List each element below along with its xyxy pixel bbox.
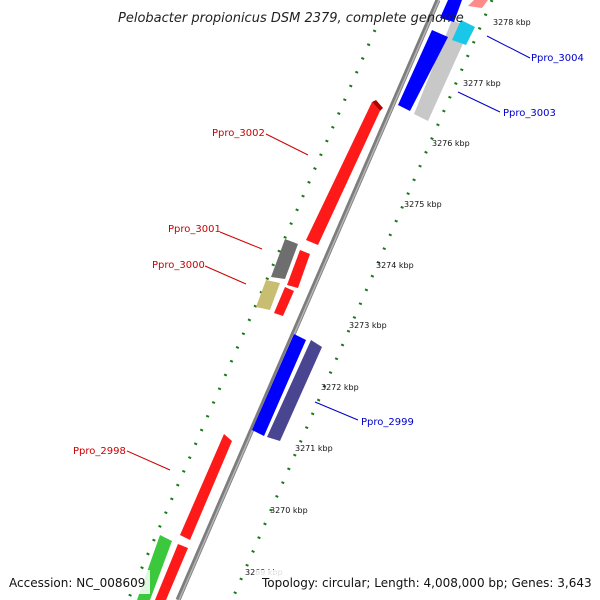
map-title: Pelobacter propionicus DSM 2379, complet… bbox=[118, 11, 464, 26]
feature-ppro-3000-b[interactable] bbox=[274, 287, 294, 316]
forward-features bbox=[137, 100, 383, 600]
feature-ppro-3001[interactable] bbox=[271, 239, 298, 279]
scale-label: 3272 kbp bbox=[321, 383, 359, 392]
feature-ppro-2998[interactable] bbox=[180, 434, 232, 540]
scale-label: 3276 kbp bbox=[432, 139, 470, 148]
reverse-features bbox=[252, 0, 488, 441]
feature-blue-top[interactable] bbox=[398, 30, 448, 111]
gene-label-ppro-3003[interactable]: Ppro_3003 bbox=[503, 108, 556, 119]
gene-label-ppro-2998[interactable]: Ppro_2998 bbox=[73, 446, 126, 457]
feature-ppro-3004[interactable] bbox=[452, 20, 475, 45]
gene-label-ppro-3001[interactable]: Ppro_3001 bbox=[168, 224, 221, 235]
genome-summary-text: Topology: circular; Length: 4,008,000 bp… bbox=[261, 576, 592, 590]
scale-label: 3277 kbp bbox=[463, 79, 501, 88]
gene-label-ppro-3002[interactable]: Ppro_3002 bbox=[212, 128, 265, 139]
feature-ppro-3001-b[interactable] bbox=[287, 250, 310, 288]
gene-labels: Ppro_3004 Ppro_3003 Ppro_3002 Ppro_3001 … bbox=[73, 53, 584, 457]
feature-top-pink[interactable] bbox=[468, 0, 488, 8]
scale-label: 3270 kbp bbox=[270, 506, 308, 515]
scale-label: 3271 kbp bbox=[295, 444, 333, 453]
feature-top-blue[interactable] bbox=[440, 0, 462, 22]
scale-label: 3275 kbp bbox=[404, 200, 442, 209]
gene-label-ppro-3004[interactable]: Ppro_3004 bbox=[531, 53, 584, 64]
label-lines bbox=[126, 35, 531, 471]
scale-label: 3278 kbp bbox=[493, 18, 531, 27]
gene-label-ppro-3000[interactable]: Ppro_3000 bbox=[152, 260, 205, 271]
outer-tick-track bbox=[126, 29, 377, 600]
feature-blue-mid[interactable] bbox=[252, 334, 306, 436]
feature-ppro-3000[interactable] bbox=[256, 280, 280, 310]
feature-bottom-red[interactable] bbox=[155, 544, 188, 600]
scale-label: 3273 kbp bbox=[349, 321, 387, 330]
scale-label: 3274 kbp bbox=[376, 261, 414, 270]
feature-ppro-2999[interactable] bbox=[267, 340, 322, 441]
genome-backbone bbox=[175, 0, 441, 600]
gene-label-ppro-2999[interactable]: Ppro_2999 bbox=[361, 417, 414, 428]
feature-ppro-3003[interactable] bbox=[414, 20, 470, 121]
feature-ppro-3002[interactable] bbox=[306, 102, 380, 245]
accession-text: Accession: NC_008609 bbox=[9, 576, 145, 590]
